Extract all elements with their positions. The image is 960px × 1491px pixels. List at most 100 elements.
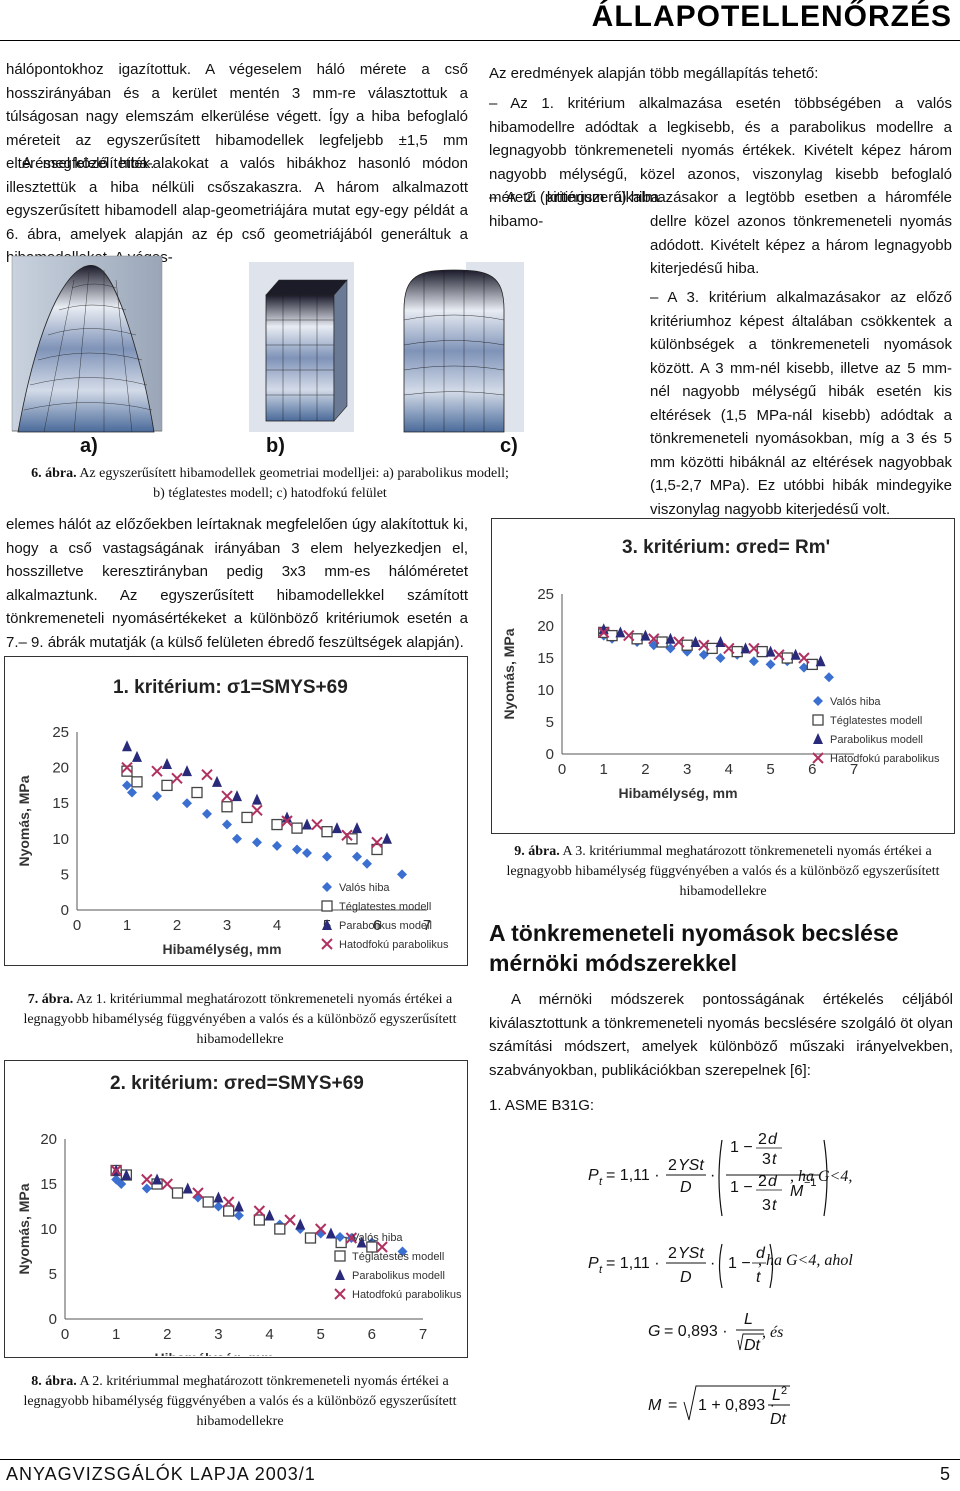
legend-entry: Téglatestes modell — [339, 901, 431, 913]
data-point — [213, 1191, 224, 1203]
data-point — [295, 1218, 306, 1230]
data-point — [681, 639, 693, 651]
svg-text:D: D — [680, 1179, 692, 1196]
legend-marker — [813, 733, 823, 744]
chart-7-svg: 1. kritérium: σ1=SMYS+690123456705101520… — [16, 677, 449, 957]
svg-text:P: P — [588, 1167, 599, 1184]
svg-text:2: 2 — [668, 1245, 677, 1262]
figure-7-chart: 1. kritérium: σ1=SMYS+690123456705101520… — [4, 656, 468, 966]
finding-2a: – A 2. kritérium alkalmazásakor a legtöb… — [489, 189, 952, 230]
fig6-caption-text: Az egyszerűsített hibamodellek geometria… — [79, 466, 509, 501]
data-point — [673, 636, 685, 648]
y-tick-label: 15 — [52, 795, 69, 812]
data-point — [715, 653, 726, 663]
svg-text:2: 2 — [758, 1173, 767, 1190]
svg-text:d: d — [768, 1131, 778, 1148]
x-axis-label: Hibamélység, mm — [154, 1350, 273, 1356]
y-tick-label: 15 — [40, 1176, 57, 1193]
chart-8-svg: 2. kritérium: σred=SMYS+69 0 1 2 3 4 5 6 7 0 5 10 15… — [16, 1073, 462, 1366]
data-point — [311, 818, 323, 831]
data-point — [162, 758, 172, 770]
svg-text:1 + 0,893 ·: 1 + 0,893 · — [698, 1397, 775, 1414]
svg-text:1 −: 1 − — [728, 1255, 751, 1272]
svg-text:1 −: 1 − — [730, 1179, 753, 1196]
series-2 — [122, 740, 392, 844]
y-tick-label: 5 — [546, 714, 554, 731]
data-point — [362, 858, 372, 869]
data-point — [213, 1201, 224, 1212]
legend-marker — [321, 900, 333, 912]
svg-text:=: = — [668, 1397, 677, 1414]
series-3 — [598, 626, 810, 664]
y-tick-label: 0 — [49, 1311, 57, 1328]
data-point — [690, 636, 701, 647]
svg-text:Dt: Dt — [770, 1411, 787, 1428]
data-point — [201, 769, 213, 781]
svg-text:d: d — [756, 1245, 766, 1262]
data-point — [698, 649, 709, 660]
y-tick-label: 20 — [52, 760, 69, 777]
fig7-caption: 7. ábra. Az 1. kritériummal meghatározot… — [10, 990, 470, 1050]
x-tick-label: 6 — [373, 917, 381, 934]
legend-marker — [321, 938, 333, 950]
x-tick-label: 4 — [273, 917, 281, 934]
y-tick-label: 5 — [61, 866, 69, 883]
fig6-label-a: a) — [80, 435, 98, 457]
data-point — [182, 765, 192, 777]
data-point — [322, 851, 332, 862]
fig8-caption: 8. ábra. A 2. kritériummal meghatározott… — [10, 1372, 470, 1432]
y-tick-label: 20 — [537, 618, 554, 635]
y-tick-label: 5 — [49, 1266, 57, 1283]
fig6-label-c: c) — [500, 435, 518, 457]
y-tick-label: 10 — [40, 1221, 57, 1238]
data-point — [598, 623, 609, 635]
svg-text:3: 3 — [762, 1197, 771, 1214]
legend-entry: Hatodfokú parabolikus — [830, 753, 940, 765]
data-point — [356, 1236, 367, 1248]
legend-marker — [334, 1250, 346, 1262]
data-point — [352, 822, 362, 834]
svg-text:t: t — [599, 1176, 603, 1188]
fig7-caption-number: 7. ábra. — [27, 992, 74, 1007]
svg-text:t: t — [756, 1269, 761, 1286]
data-point — [723, 642, 735, 655]
page-number: 5 — [939, 1464, 950, 1484]
data-point — [656, 636, 668, 648]
y-axis-label: Nyomás, MPa — [16, 1183, 32, 1274]
x-tick-label: 6 — [808, 761, 816, 778]
y-tick-label: 20 — [40, 1131, 57, 1148]
data-point — [232, 833, 242, 844]
data-point — [366, 1241, 378, 1253]
data-point — [623, 629, 635, 642]
data-point — [731, 645, 743, 658]
x-tick-label: 2 — [173, 917, 181, 934]
x-tick-label: 0 — [558, 761, 566, 778]
series-2 — [598, 623, 826, 667]
data-point — [304, 1232, 317, 1244]
data-point — [222, 1196, 235, 1208]
data-point — [806, 658, 818, 671]
data-point — [202, 808, 212, 819]
finding-2b: dellre közel azonos tönkremeneteli nyomá… — [650, 213, 952, 277]
data-point — [221, 790, 233, 802]
data-point — [122, 780, 132, 791]
fig8-caption-number: 8. ábra. — [31, 1374, 77, 1389]
y-tick-label: 25 — [537, 586, 554, 603]
data-point — [284, 1214, 296, 1226]
formula-3: G = 0,893 · L Dt — [640, 1306, 780, 1362]
fig9-caption: 9. ábra. A 3. kritériummal meghatározott… — [490, 842, 956, 902]
data-point — [152, 791, 162, 802]
data-point — [756, 645, 768, 658]
y-tick-label: 0 — [546, 746, 554, 763]
series-0 — [122, 780, 407, 880]
fig9-caption-number: 9. ábra. — [514, 844, 560, 859]
data-point — [706, 642, 718, 655]
data-point — [781, 652, 793, 664]
chart-title: 1. kritérium: σ1=SMYS+69 — [113, 677, 348, 698]
data-point — [321, 826, 333, 838]
data-point — [116, 1179, 127, 1189]
svg-text:·: · — [710, 1167, 715, 1184]
legend-marker — [334, 1288, 346, 1300]
